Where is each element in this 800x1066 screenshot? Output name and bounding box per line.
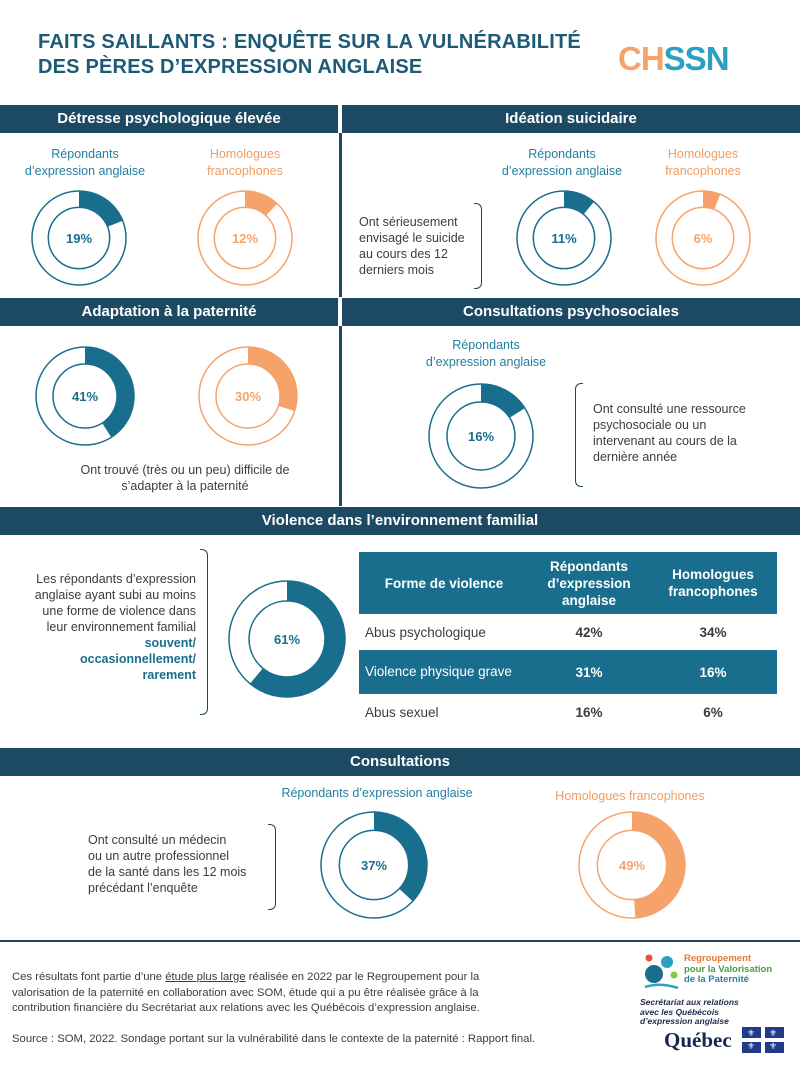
table-row: Violence physique grave 31% 16% (359, 650, 777, 694)
violence-eng-donut: 61% (228, 580, 346, 698)
footer-source: Source : SOM, 2022. Sondage portant sur … (12, 1033, 536, 1045)
band-consultations: Consultations (0, 748, 800, 776)
suicide-eng-donut: 11% (516, 190, 612, 286)
study-link[interactable]: étude plus large (165, 971, 246, 983)
table-row: Abus sexuel 16% 6% (359, 694, 777, 730)
donut-segment (250, 581, 345, 697)
row-fr-value: 6% (703, 704, 723, 720)
donut-inner-outline (47, 206, 111, 270)
violence-description: Les répondants d’expression anglaise aya… (34, 572, 196, 682)
suicide-fr-donut: 6% (655, 190, 751, 286)
donut-value-label: 61% (274, 632, 300, 647)
band-violence: Violence dans l’environnement familial (0, 507, 800, 535)
vertical-divider-1 (339, 133, 342, 297)
donut-inner-outline (213, 206, 277, 270)
footer-divider (0, 940, 800, 942)
psychosocial-eng-donut: 16% (428, 383, 534, 489)
donut-segment (481, 384, 525, 418)
donut-segment (245, 191, 278, 216)
psychosocial-brace (575, 383, 583, 487)
donut-value-label: 41% (72, 389, 98, 404)
suicide-description: Ont sérieusement envisagé le suicide au … (359, 215, 465, 277)
row-eng-value: 16% (575, 704, 603, 720)
donut-value-label: 11% (551, 231, 577, 246)
donut-value-label: 30% (235, 389, 261, 404)
row-label: Abus psychologique (365, 624, 486, 640)
quebec-wordmark: Québec (664, 1028, 732, 1052)
col-header-french: Homologues francophones (649, 552, 777, 614)
band-suicide: Idéation suicidaire (342, 105, 800, 133)
donut-inner-outline (671, 206, 735, 270)
donut-value-label: 6% (694, 231, 713, 246)
violence-brace (200, 549, 208, 715)
row-eng-value: 31% (529, 650, 649, 694)
rvp-logo: Regroupement pour la Valorisation de la … (640, 952, 790, 992)
row-label: Violence physique grave (359, 650, 529, 694)
violence-table-header: Forme de violence Répondants d’expressio… (359, 552, 777, 614)
secretariat-text: Secrétariat aux relations avec les Québé… (640, 997, 739, 1026)
title-line-2: DES PÈRES D’EXPRESSION ANGLAISE (38, 56, 423, 78)
distress-fr-donut: 12% (197, 190, 293, 286)
vertical-divider-2 (339, 326, 342, 506)
suicide-eng-label: Répondants d’expression anglaise (501, 147, 623, 178)
page-title: FAITS SAILLANTS : ENQUÊTE SUR LA VULNÉRA… (38, 30, 581, 80)
consult-fr-donut: 49% (578, 811, 686, 919)
donut-value-label: 19% (66, 231, 92, 246)
donut-segment (632, 812, 685, 918)
psychosocial-eng-label: Répondants d’expression anglaise (425, 338, 547, 369)
donut-segment (374, 812, 427, 902)
rvp-figure-icon (644, 954, 679, 990)
consult-brace (268, 824, 276, 910)
consult-description: Ont consulté un médecin ou un autre prof… (88, 833, 247, 895)
donut-segment (248, 347, 297, 412)
donut-value-label: 49% (619, 858, 645, 873)
suicide-brace (474, 203, 482, 289)
row-fr-value: 34% (699, 624, 727, 640)
band-adaptation: Adaptation à la paternité (0, 298, 338, 326)
row-eng-value: 42% (575, 624, 603, 640)
donut-segment (79, 191, 123, 227)
adaptation-fr-donut: 30% (198, 346, 298, 446)
donut-value-label: 16% (468, 429, 494, 444)
psychosocial-description: Ont consulté une ressource psychosociale… (593, 402, 746, 464)
distress-eng-label: Répondants d’expression anglaise (24, 147, 146, 178)
col-header-form: Forme de violence (359, 552, 529, 614)
donut-value-label: 37% (361, 858, 387, 873)
chssn-logo: CHSSN (618, 40, 730, 77)
distress-eng-donut: 19% (31, 190, 127, 286)
footer-paragraph: Ces résultats font partie d’une étude pl… (12, 971, 480, 1014)
distress-fr-label: Homologues francophones (207, 147, 283, 178)
suicide-fr-label: Homologues francophones (665, 147, 741, 178)
band-psychosocial: Consultations psychosociales (342, 298, 800, 326)
violence-table: Forme de violence Répondants d’expressio… (359, 552, 777, 730)
col-header-english: Répondants d’expression anglaise (529, 552, 649, 614)
row-fr-value: 16% (649, 650, 777, 694)
consult-eng-label: Répondants d’expression anglaise (281, 786, 473, 800)
donut-value-label: 12% (232, 231, 258, 246)
adaptation-eng-donut: 41% (35, 346, 135, 446)
title-line-1: FAITS SAILLANTS : ENQUÊTE SUR LA VULNÉRA… (38, 31, 581, 53)
table-row: Abus psychologique 42% 34% (359, 614, 777, 650)
donut-segment (85, 347, 134, 438)
row-label: Abus sexuel (365, 704, 439, 720)
donut-segment (564, 191, 594, 215)
quebec-flag-icon: ⚜ ⚜ ⚜ ⚜ (742, 1027, 784, 1053)
adaptation-description: Ont trouvé (très ou un peu) difficile de… (80, 463, 290, 493)
donut-segment (703, 191, 721, 210)
consult-eng-donut: 37% (320, 811, 428, 919)
band-distress: Détresse psychologique élevée (0, 105, 338, 133)
consult-fr-label: Homologues francophones (555, 789, 705, 803)
donut-inner-outline (532, 206, 596, 270)
